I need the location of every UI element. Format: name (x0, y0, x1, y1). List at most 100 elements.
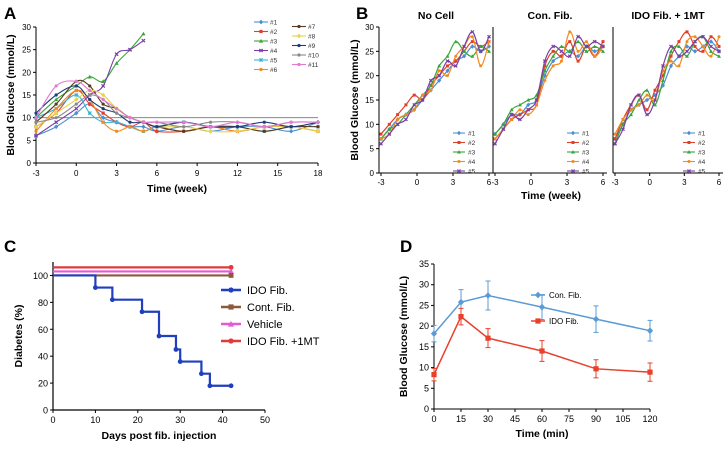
data-point (93, 285, 98, 290)
data-point (54, 107, 58, 111)
data-point (428, 78, 433, 83)
legend-label: #4 (582, 159, 590, 166)
y-tick-label: 40 (38, 352, 48, 362)
data-point (485, 335, 491, 341)
data-point (74, 97, 79, 102)
data-point (510, 117, 514, 121)
x-tick-label: 15 (273, 169, 282, 178)
data-point (208, 125, 213, 129)
data-point (33, 133, 39, 138)
subplot-title: Con. Fib. (528, 10, 573, 22)
data-point (173, 347, 179, 352)
legend-marker (297, 24, 301, 29)
data-point (428, 83, 433, 87)
data-point (74, 106, 79, 111)
legend-marker (571, 150, 575, 154)
data-point (567, 49, 572, 53)
data-point (543, 64, 547, 68)
y-axis-title: Blood Glucose (mmol/L) (398, 276, 410, 397)
data-point (669, 49, 673, 53)
x-tick-label: 50 (260, 415, 270, 425)
data-point (592, 44, 597, 48)
data-point (526, 102, 531, 108)
data-point (101, 79, 106, 83)
data-point (437, 63, 442, 68)
legend-label: #2 (698, 140, 706, 147)
panel-letter-d: D (400, 237, 412, 256)
data-point (551, 54, 556, 58)
series-line (433, 315, 651, 375)
data-point (601, 44, 605, 49)
data-point (395, 122, 400, 127)
legend-marker (259, 58, 263, 62)
y-tick-label: 25 (365, 47, 374, 56)
data-point (54, 84, 58, 88)
data-point (629, 102, 633, 107)
legend-marker (258, 38, 264, 43)
data-point (568, 30, 572, 34)
data-point (289, 125, 293, 129)
x-tick-label: 3 (451, 178, 456, 187)
x-tick-label: 90 (591, 414, 601, 424)
legend-marker (457, 150, 461, 154)
data-point (487, 40, 491, 44)
data-point (396, 113, 400, 117)
data-point (717, 54, 721, 58)
legend-marker (297, 53, 301, 57)
data-point (621, 117, 625, 121)
data-point (535, 103, 539, 107)
legend-marker (227, 320, 235, 327)
data-point (34, 129, 38, 133)
data-point (559, 54, 563, 58)
data-point (717, 44, 721, 48)
data-point (404, 103, 408, 107)
data-point (653, 98, 657, 102)
data-point (431, 372, 437, 378)
data-point (645, 108, 649, 112)
legend-marker (296, 33, 302, 39)
data-point (629, 108, 633, 112)
data-point (637, 98, 641, 102)
panel-letter-a: A (4, 4, 16, 23)
y-tick-label: 10 (419, 363, 429, 373)
panel-c-chart: 0 20 40 60 80 100 0 10 20 30 40 50 Days post fib. in… (13, 262, 320, 442)
data-point (412, 102, 417, 107)
data-point (387, 127, 392, 131)
data-point (701, 44, 705, 48)
data-point (54, 102, 58, 106)
data-point (677, 64, 681, 68)
data-point (404, 113, 408, 117)
legend-marker (297, 62, 301, 67)
data-point (445, 64, 449, 68)
data-point (127, 47, 133, 52)
data-point (709, 44, 713, 49)
y-tick-label: 5 (424, 383, 429, 393)
x-tick-label: 3 (682, 178, 687, 187)
data-point (445, 54, 450, 58)
data-point (235, 125, 240, 129)
data-point (34, 116, 38, 120)
data-point (693, 39, 697, 44)
data-point (479, 64, 483, 68)
data-point (637, 93, 641, 98)
data-point (128, 116, 132, 120)
data-point (379, 137, 383, 141)
data-point (87, 74, 92, 79)
x-tick-label: 0 (647, 178, 652, 187)
data-point (54, 124, 59, 130)
legend-marker (457, 169, 461, 173)
legend-marker (228, 287, 234, 293)
legend-label: #4 (270, 48, 278, 55)
data-point (576, 49, 580, 53)
data-point (669, 63, 673, 69)
data-point (592, 315, 600, 323)
data-point (128, 125, 132, 129)
x-tick-label: -3 (611, 178, 619, 187)
data-point (128, 120, 132, 124)
data-point (141, 38, 146, 43)
data-point (685, 40, 689, 44)
data-point (661, 78, 665, 83)
data-point (141, 120, 146, 124)
data-point (647, 369, 653, 375)
